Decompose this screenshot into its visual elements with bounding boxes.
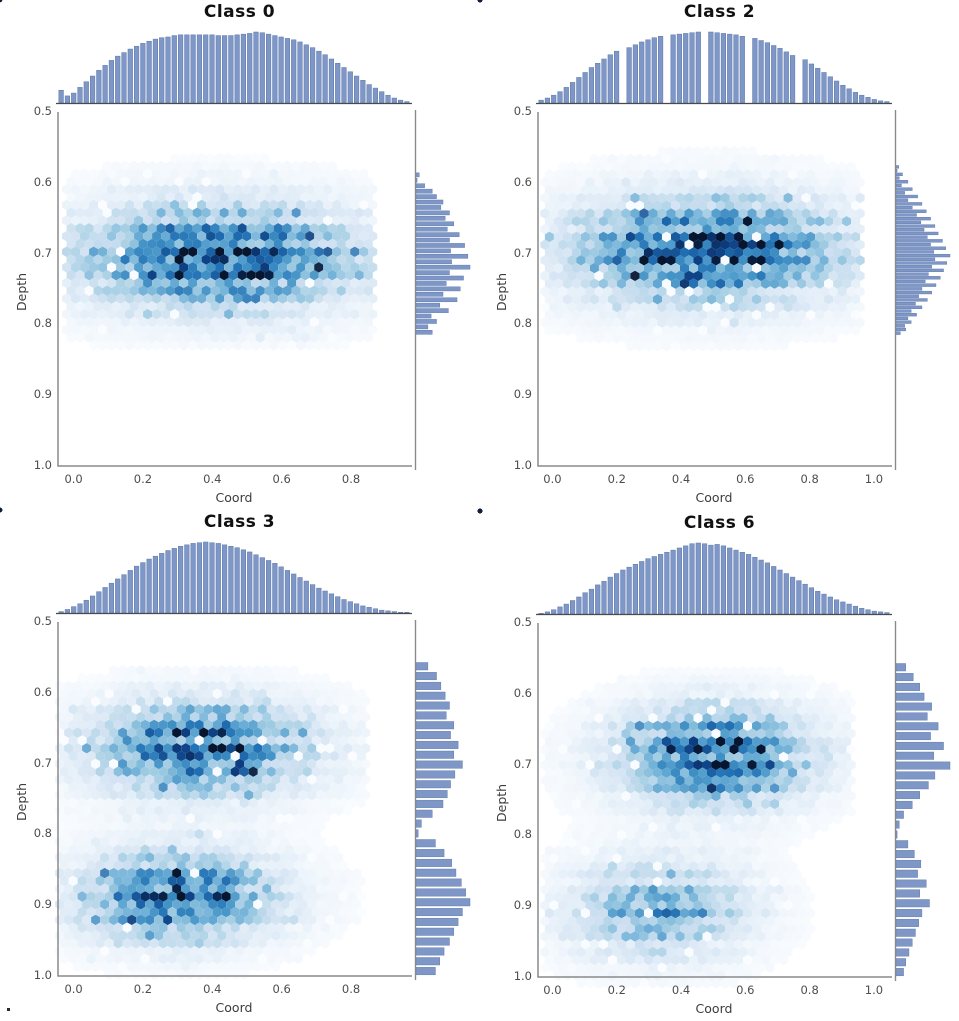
corner-artifact-dot — [7, 1008, 10, 1011]
y-tick-label: 0.9 — [33, 387, 52, 402]
x-tick-label: 1.0 — [864, 983, 884, 997]
right-marginal-histogram — [414, 620, 471, 980]
x-tick-label: 0.8 — [341, 982, 361, 996]
x-tick-label: 0.0 — [543, 983, 562, 997]
x-tick-label: 0.0 — [64, 982, 83, 996]
y-tick-label: 1.0 — [513, 969, 532, 983]
y-tick-label: 0.6 — [513, 174, 532, 189]
x-tick-label: 0.6 — [736, 472, 755, 486]
x-tick-label: 1.0 — [864, 472, 884, 486]
y-tick-label: 0.6 — [33, 174, 52, 189]
x-tick-label: 0.2 — [607, 983, 626, 997]
x-tick-label: 0.0 — [543, 472, 562, 486]
x-tick-label: 0.2 — [133, 982, 153, 996]
y-tick-label: 0.9 — [513, 387, 532, 402]
y-tick-label: 0.5 — [33, 614, 52, 628]
y-tick-label: 0.8 — [513, 316, 532, 331]
y-tick-label: 0.9 — [513, 898, 532, 913]
y-tick-label: 0.8 — [33, 826, 52, 841]
y-axis-label: Depth — [494, 272, 509, 311]
right-marginal-histogram — [894, 110, 951, 470]
panel-class-3: Class 3 0.5 0.6 0.7 0.8 0.9 1.0 0.0 0.2 0.4 0.6 0.8… — [0, 507, 479, 1020]
panel-plot-svg — [477, 508, 951, 989]
panel-class-0: Class 0 0.5 0.6 0.7 0.8 0.9 1.0 0.0 0.2 0.4 0.6 0.8… — [0, 0, 479, 510]
main-axes-spines — [57, 622, 412, 977]
inset-scatter-panel — [0, 507, 3, 513]
y-tick-label: 0.7 — [513, 245, 532, 260]
inset-scatter-panel — [477, 508, 483, 514]
main-axes-spines — [537, 112, 892, 467]
x-tick-label: 0.0 — [64, 472, 83, 486]
main-axes-spines — [57, 112, 412, 467]
x-tick-label: 0.4 — [203, 472, 222, 486]
x-tick-label: 0.4 — [671, 472, 691, 486]
hexbin-scatter — [62, 152, 378, 351]
x-axis-label: Coord — [215, 1000, 253, 1015]
x-axis-label: Coord — [695, 1001, 733, 1016]
panel-title: Class 3 — [203, 512, 276, 532]
hexbin-scatter — [540, 666, 856, 989]
main-axes-spines — [537, 623, 892, 978]
panel-class-6: Class 6 0.5 0.6 0.7 0.8 0.9 1.0 0.0 0.2 0.4 0.6 0.8… — [477, 508, 959, 1021]
right-marginal-histogram — [414, 110, 471, 470]
y-axis-label: Depth — [14, 272, 29, 311]
y-tick-label: 0.7 — [33, 245, 52, 260]
y-tick-label: 0.8 — [513, 827, 532, 842]
panel-class-2: Class 2 0.5 0.6 0.7 0.8 0.9 1.0 0.0 0.2 0.4 0.6 0.8… — [477, 0, 959, 510]
y-tick-label: 0.6 — [33, 684, 52, 699]
y-axis-label: Depth — [14, 782, 29, 821]
panel-plot-svg — [477, 0, 951, 470]
panel-plot-svg — [0, 507, 471, 980]
panel-title: Class 2 — [683, 2, 756, 22]
top-marginal-histogram — [536, 31, 892, 105]
x-tick-label: 0.6 — [272, 472, 291, 486]
y-tick-label: 0.7 — [33, 755, 52, 770]
x-axis-label: Coord — [695, 490, 733, 505]
x-tick-label: 0.2 — [133, 472, 153, 486]
panel-title: Class 6 — [683, 513, 756, 533]
right-marginal-histogram — [894, 621, 951, 981]
x-tick-label: 0.4 — [203, 982, 222, 996]
y-tick-label: 1.0 — [33, 968, 52, 982]
x-tick-label: 0.8 — [341, 472, 361, 486]
y-tick-label: 1.0 — [513, 458, 532, 472]
y-tick-label: 0.5 — [513, 104, 532, 118]
x-tick-label: 0.8 — [800, 472, 819, 486]
y-axis-label: Depth — [494, 783, 509, 822]
top-marginal-histogram — [56, 31, 412, 105]
top-marginal-histogram — [56, 541, 412, 615]
y-tick-label: 0.5 — [33, 104, 52, 118]
x-tick-label: 0.6 — [736, 983, 755, 997]
x-axis-label: Coord — [215, 490, 253, 505]
inset-scatter-panel — [0, 0, 3, 3]
y-tick-label: 0.6 — [513, 685, 532, 700]
top-marginal-histogram — [536, 542, 892, 616]
x-tick-label: 0.8 — [800, 983, 819, 997]
x-tick-label: 0.4 — [671, 983, 691, 997]
panel-title: Class 0 — [203, 2, 276, 22]
y-tick-label: 0.7 — [513, 756, 532, 771]
y-tick-label: 0.9 — [33, 897, 52, 912]
y-tick-label: 1.0 — [33, 458, 52, 472]
inset-scatter-panel — [477, 0, 483, 3]
hexbin-scatter — [55, 665, 371, 980]
panel-plot-svg — [0, 0, 471, 470]
x-tick-label: 0.6 — [272, 982, 291, 996]
x-tick-label: 0.2 — [607, 472, 626, 486]
y-tick-label: 0.5 — [513, 615, 532, 629]
y-tick-label: 0.8 — [33, 316, 52, 331]
hexbin-scatter — [540, 145, 865, 352]
